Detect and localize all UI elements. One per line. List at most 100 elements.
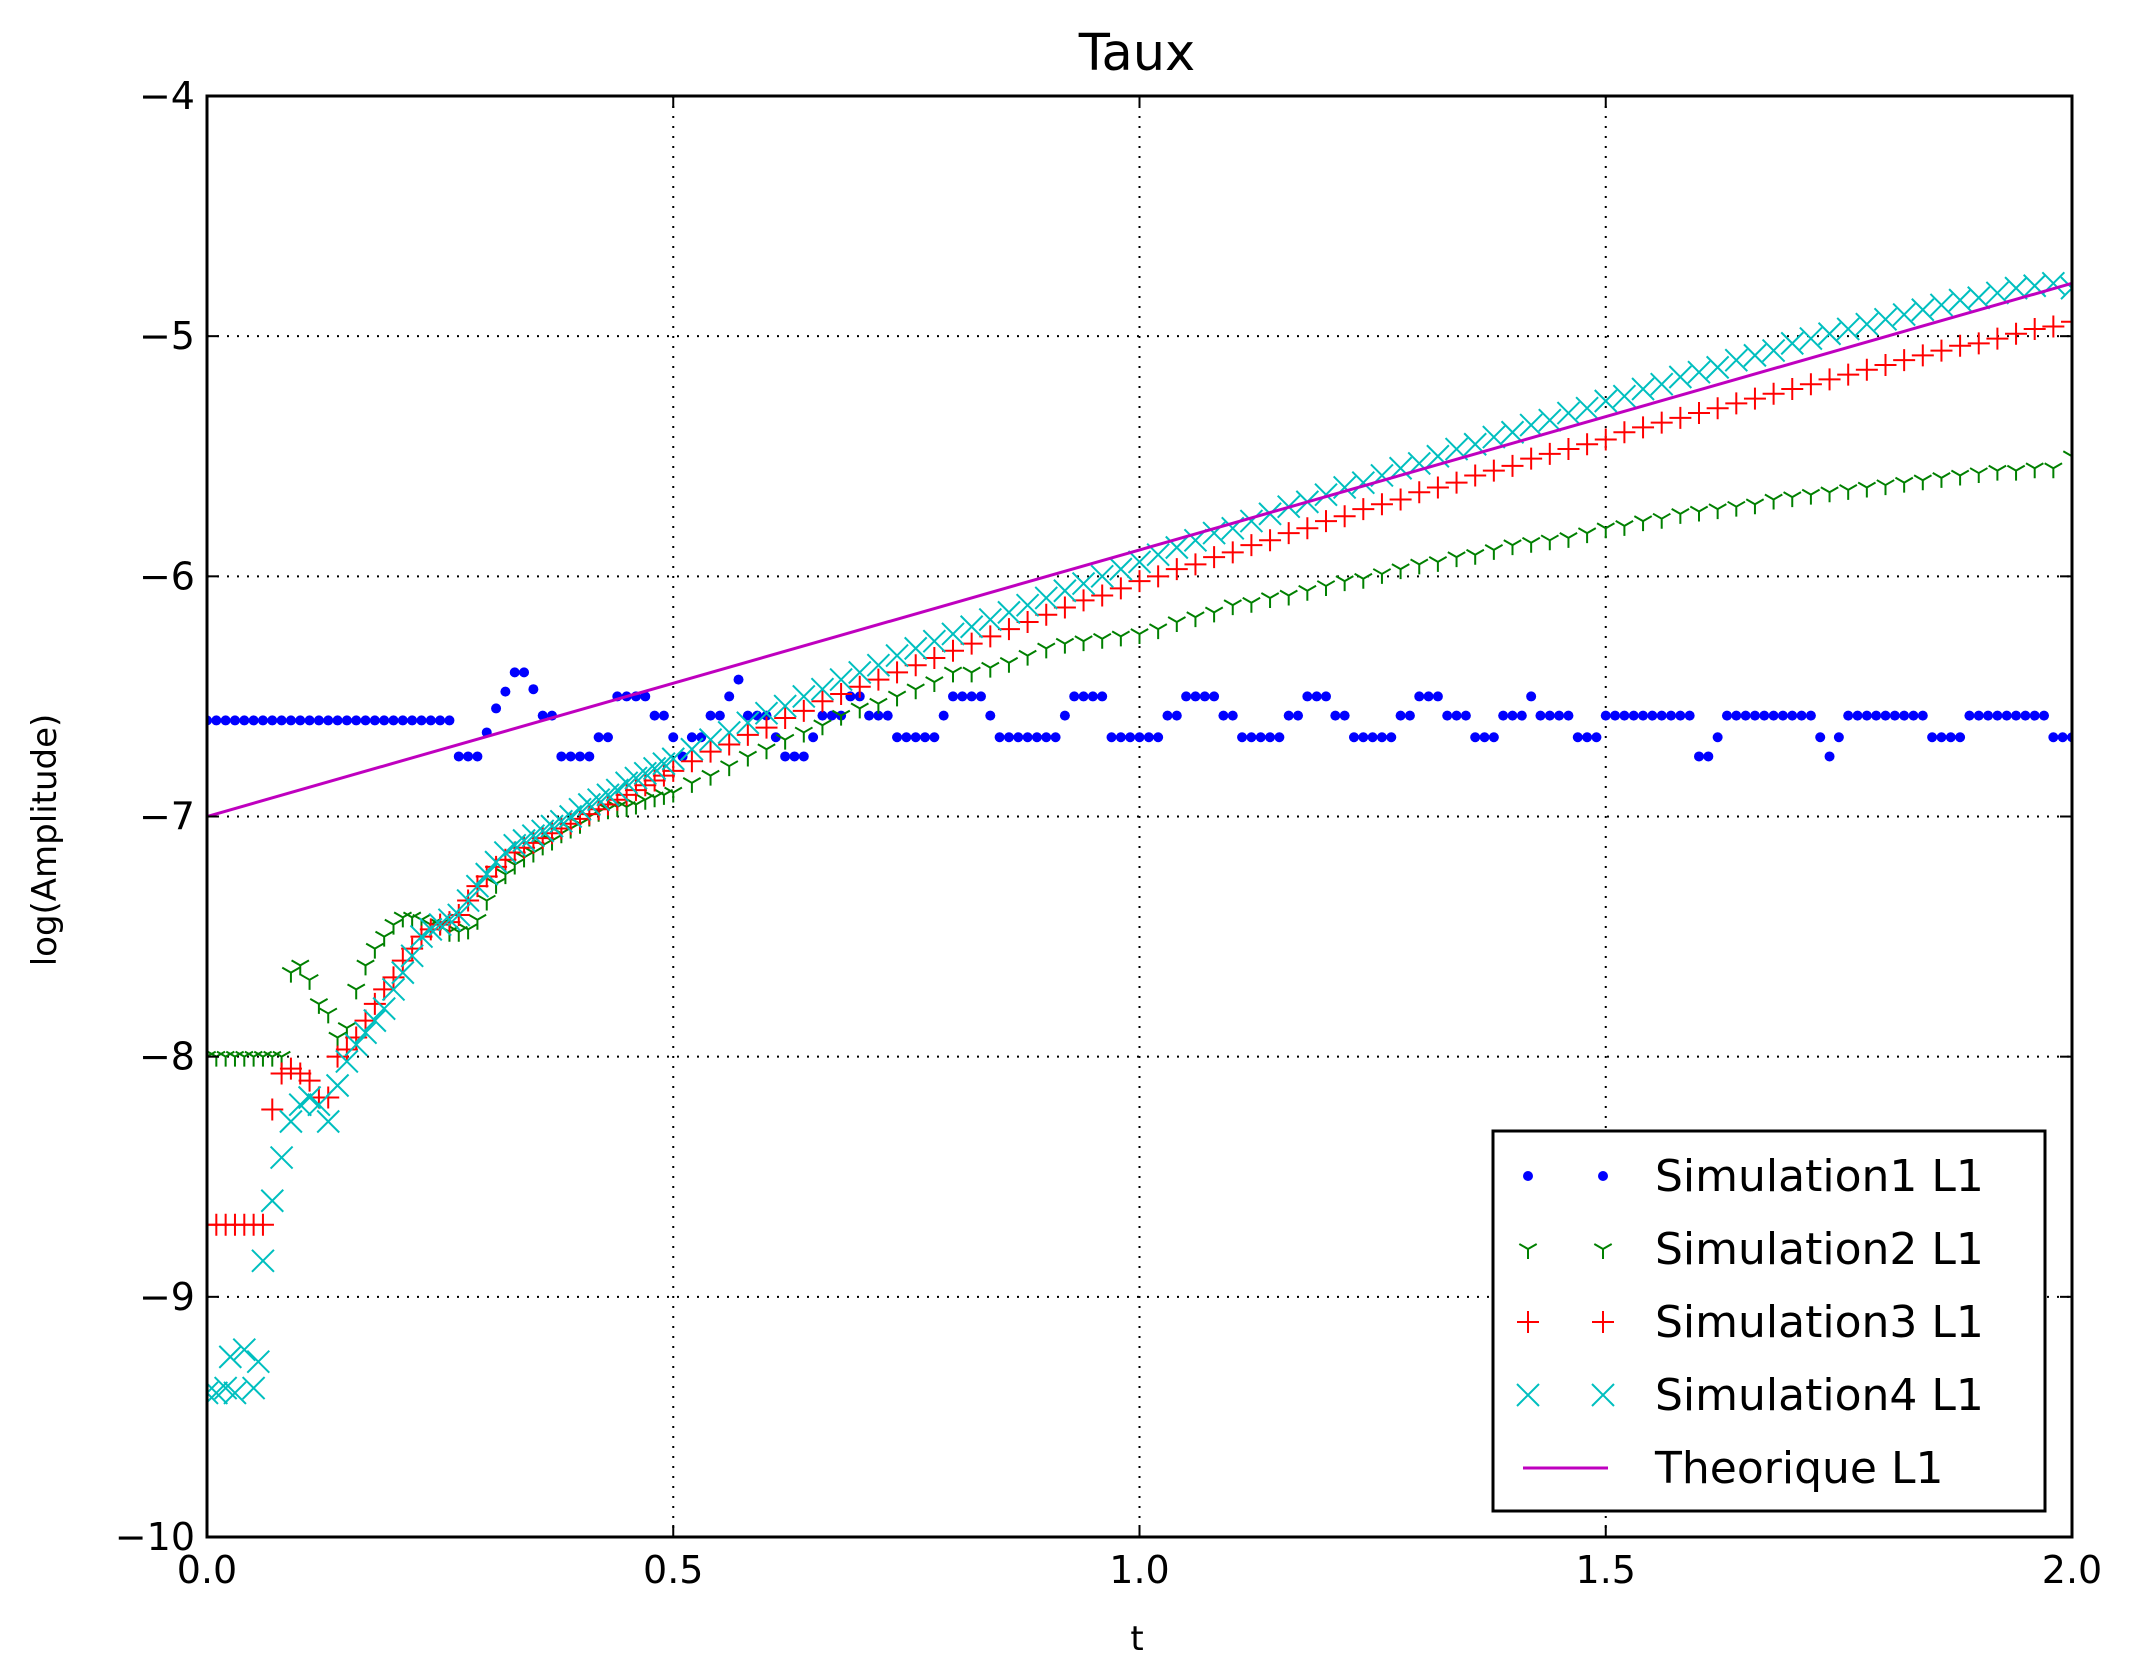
series-4-point: [1482, 425, 1506, 449]
series-1-point: [1563, 710, 1574, 721]
series-1-point: [1936, 732, 1947, 743]
series-1-point: [1274, 732, 1285, 743]
series-1-point: [1003, 732, 1014, 743]
series-2-point: [1876, 479, 1895, 496]
series-3-point: [1203, 546, 1226, 569]
series-1-point: [1964, 710, 1975, 721]
series-1-point: [2020, 710, 2031, 721]
series-2-point: [1410, 558, 1429, 575]
series-1-point: [1498, 710, 1509, 721]
series-1-point: [276, 715, 287, 726]
series-4-point: [1594, 389, 1618, 413]
series-1-point: [1013, 732, 1024, 743]
series-4-point: [335, 1049, 359, 1074]
series-4-point: [1985, 281, 2010, 305]
series-1-point: [519, 667, 530, 678]
series-3-point: [699, 740, 722, 763]
series-1-point: [1209, 691, 1220, 702]
legend-swatch: [1518, 1243, 1538, 1259]
series-1-point: [677, 751, 688, 762]
series-1-point: [668, 732, 679, 743]
series-1-point: [1470, 732, 1481, 743]
series-4-point: [978, 607, 1003, 632]
series-4-point: [372, 996, 396, 1021]
x-tick-label: 1.0: [1109, 1548, 1169, 1592]
series-1-point: [575, 751, 585, 762]
series-1-point: [593, 732, 604, 743]
series-2-point: [1186, 611, 1205, 628]
series-3-point: [1259, 529, 1282, 552]
series-1-point: [845, 691, 856, 702]
series-3-point: [662, 759, 685, 782]
series-1-point: [1871, 710, 1882, 721]
series-1-point: [1171, 710, 1182, 721]
series-1-point: [1339, 710, 1350, 721]
series-4-point: [1687, 360, 1711, 384]
series-1-point: [1106, 732, 1117, 743]
series-4-point: [1127, 550, 1152, 574]
series-4-point: [316, 1109, 340, 1134]
series-2-point: [1074, 635, 1093, 652]
series-3-point: [830, 683, 853, 706]
series-1-point: [733, 674, 744, 685]
series-4-point: [773, 694, 797, 718]
series-2-point: [1857, 481, 1877, 498]
series-4-point: [903, 636, 928, 661]
y-tick-label: −8: [139, 1035, 195, 1079]
series-4-point: [456, 888, 480, 913]
series-3-point: [1799, 373, 1822, 396]
series-3-point: [1986, 327, 2009, 350]
y-tick-label: −7: [139, 795, 195, 839]
series-3-point: [1370, 493, 1393, 516]
series-1-point: [1423, 691, 1434, 702]
series-1-point: [1927, 732, 1938, 743]
series-4-point: [1724, 348, 1749, 372]
series-2-point: [1820, 486, 1839, 503]
series-3-point: [997, 618, 1020, 641]
series-4-point: [1799, 326, 1823, 351]
series-1-point: [1740, 710, 1751, 721]
series-2-point: [309, 997, 329, 1014]
series-1-point: [910, 732, 921, 743]
series-4-point: [558, 804, 583, 829]
series-2-point: [2006, 464, 2026, 481]
series-4-point: [1090, 564, 1114, 589]
series-1-point: [2057, 732, 2068, 743]
series-1-point: [1703, 751, 1714, 762]
series-3-point: [1837, 363, 1860, 386]
series-1-point: [1992, 710, 2003, 721]
series-4-point: [1649, 372, 1674, 396]
series-1-point: [714, 710, 725, 721]
series-4-point: [288, 1092, 312, 1117]
series-1-point: [640, 691, 651, 702]
series-1-point: [752, 710, 763, 721]
series-2-point: [1223, 599, 1242, 616]
series-3-point: [587, 798, 610, 821]
y-tick-label: −10: [115, 1515, 195, 1559]
series-1-point: [453, 751, 464, 762]
series-4-point: [246, 1349, 270, 1374]
legend-label: Simulation2 L1: [1655, 1224, 1984, 1275]
series-1-point: [1218, 710, 1229, 721]
series-2-point: [1764, 493, 1783, 510]
series-1-point: [2029, 710, 2040, 721]
series-4-point: [241, 1376, 266, 1400]
series-1-point: [1824, 751, 1835, 762]
series-2-point: [869, 697, 888, 714]
series-1-point: [1404, 710, 1415, 721]
series-2-point: [813, 719, 832, 736]
series-3-point: [2023, 317, 2046, 340]
series-2-point: [999, 656, 1019, 673]
series-1-point: [975, 691, 986, 702]
series-4-point: [1575, 396, 1599, 420]
series-2-point: [850, 702, 869, 719]
series-3-point: [1688, 402, 1710, 425]
series-1-point: [1973, 710, 1984, 721]
series-3-point: [363, 992, 386, 1015]
series-3-point: [596, 793, 619, 816]
series-3-point: [1818, 368, 1841, 391]
series-3-point: [279, 1057, 302, 1080]
series-3-point: [1930, 339, 1953, 362]
series-1-point: [304, 715, 315, 726]
